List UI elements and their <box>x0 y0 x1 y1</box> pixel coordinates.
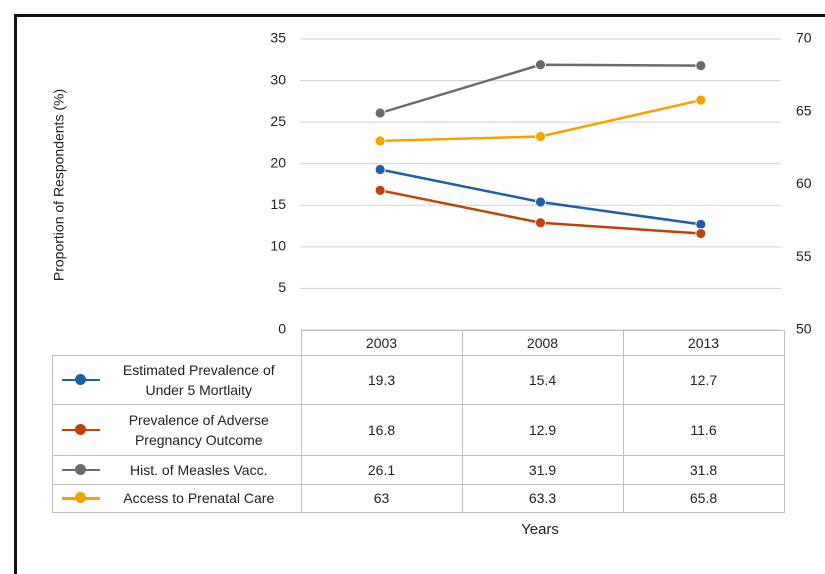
data-table: 2003 2008 2013 Estimated Prevalence of Unde… <box>52 330 785 513</box>
legend-icon <box>60 373 102 386</box>
chart: Proportion of Respondents (%) Years 0 5 10… <box>51 30 812 538</box>
legend-cell: Hist. of Measles Vacc. <box>52 454 302 485</box>
y-tick-label: 5 <box>278 279 286 295</box>
y-tick-label: 15 <box>270 196 286 212</box>
legend-icon <box>60 492 102 504</box>
point <box>695 228 707 239</box>
table-row: Hist. of Measles Vacc. 26.1 31.9 31.8 <box>52 454 785 485</box>
y-axis-label: Proportion of Respondents (%) <box>51 89 67 281</box>
y-tick-label: 35 <box>270 30 286 46</box>
legend-label: Estimated Prevalence of Under 5 Mortlait… <box>122 361 275 398</box>
point <box>695 94 707 106</box>
legend-entry: Prevalence of Adverse Pregnancy Outcome <box>53 410 301 450</box>
category-label: 2003 <box>300 330 463 356</box>
series-line <box>379 63 701 115</box>
legend-cell: Estimated Prevalence of Under 5 Mortlait… <box>52 354 302 405</box>
table-value: 63 <box>300 483 463 513</box>
legend-label: Hist. of Measles Vacc. <box>130 461 268 478</box>
point <box>374 107 386 119</box>
point <box>695 60 707 72</box>
table-header-row: 2003 2008 2013 <box>53 330 785 356</box>
table-row: Access to Prenatal Care 63 63.3 65.8 <box>52 483 785 513</box>
table-value: 65.8 <box>622 483 785 513</box>
point <box>374 135 386 147</box>
table-value: 19.3 <box>300 354 463 405</box>
y2-tick-label: 55 <box>796 248 812 264</box>
legend-entry: Access to Prenatal Care <box>53 488 301 508</box>
legend-label: Prevalence of Adverse Pregnancy Outcome <box>128 411 269 448</box>
point <box>535 196 546 208</box>
y2-tick-label: 60 <box>796 175 812 191</box>
y-tick-label: 0 <box>278 321 286 337</box>
y-tick-label: 30 <box>270 71 286 87</box>
point <box>535 217 546 229</box>
y2-tick-label: 70 <box>796 30 812 46</box>
point <box>535 59 546 71</box>
category-label: 2008 <box>461 330 624 356</box>
page: Proportion of Respondents (%) Years 0 5 10… <box>14 14 825 574</box>
table-corner <box>53 331 302 356</box>
y-tick-label: 10 <box>270 238 286 254</box>
legend-dot <box>74 492 86 503</box>
legend-entry: Hist. of Measles Vacc. <box>53 460 301 480</box>
table-value: 12.9 <box>461 403 624 456</box>
point <box>695 219 707 230</box>
table-row: Prevalence of Adverse Pregnancy Outcome 1… <box>52 403 785 456</box>
table-value: 31.8 <box>622 454 785 485</box>
y2-tick-label: 50 <box>796 321 812 337</box>
point <box>374 184 386 196</box>
table-row: Estimated Prevalence of Under 5 Mortlait… <box>52 354 785 405</box>
legend-cell: Access to Prenatal Care <box>52 483 302 513</box>
y-tick-label: 20 <box>270 154 286 170</box>
legend-entry: Estimated Prevalence of Under 5 Mortlait… <box>53 360 301 400</box>
category-label: 2013 <box>622 330 785 356</box>
table-value: 11.6 <box>622 403 785 456</box>
frame <box>14 14 825 574</box>
table-value: 26.1 <box>300 454 463 485</box>
legend-cell: Prevalence of Adverse Pregnancy Outcome <box>52 403 302 456</box>
legend-dot <box>74 373 86 385</box>
legend-dot <box>74 423 86 435</box>
table-value: 31.9 <box>461 454 624 485</box>
legend-icon <box>60 463 102 476</box>
point <box>535 131 546 142</box>
legend-icon <box>60 423 102 436</box>
y2-tick-label: 65 <box>796 102 812 118</box>
table-value: 15.4 <box>461 354 624 405</box>
legend-label: Access to Prenatal Care <box>123 490 275 506</box>
point <box>374 164 386 175</box>
legend-dot <box>74 463 86 475</box>
x-axis-label: Years <box>521 521 559 538</box>
y-tick-label: 25 <box>270 113 286 129</box>
table-value: 16.8 <box>300 403 463 456</box>
table-value: 12.7 <box>622 354 785 405</box>
table-value: 63.3 <box>461 483 624 513</box>
